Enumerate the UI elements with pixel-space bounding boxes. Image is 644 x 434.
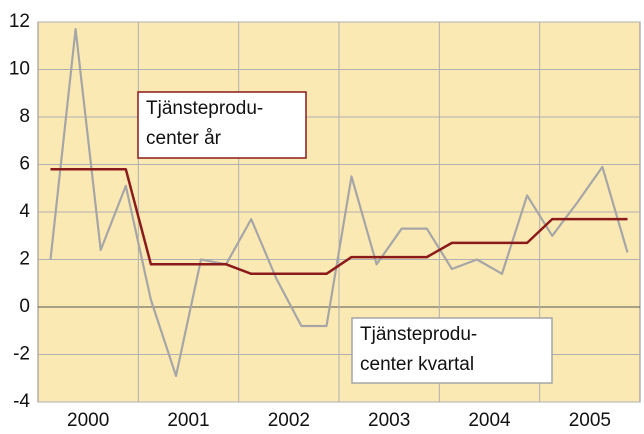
series-line [50, 167, 628, 276]
x-tick-label: 2005 [569, 410, 611, 431]
y-tick-label: 8 [19, 106, 30, 127]
x-tick-label: 2004 [468, 410, 511, 431]
annotation-text: Tjänsteprodu- [360, 324, 477, 345]
annotation-text: center år [146, 128, 222, 149]
annotation-text: center kvartal [360, 354, 474, 375]
y-tick-label: -4 [13, 391, 30, 412]
y-tick-label: -2 [13, 344, 30, 365]
y-tick-label: 2 [19, 249, 30, 270]
annotation-box [351, 317, 553, 384]
y-tick-label: 4 [19, 201, 30, 222]
annotation-text: Tjänsteprodu- [146, 98, 263, 119]
x-tick-label: 2003 [368, 410, 410, 431]
y-tick-label: 10 [9, 59, 30, 80]
x-tick-label: 2000 [67, 410, 109, 431]
y-tick-label: 0 [19, 296, 30, 317]
annotation-box [137, 91, 307, 159]
x-tick-label: 2001 [167, 410, 209, 431]
x-tick-label: 2002 [268, 410, 310, 431]
series-line [49, 28, 629, 377]
y-tick-label: 12 [9, 11, 30, 32]
y-tick-label: 6 [19, 154, 30, 175]
